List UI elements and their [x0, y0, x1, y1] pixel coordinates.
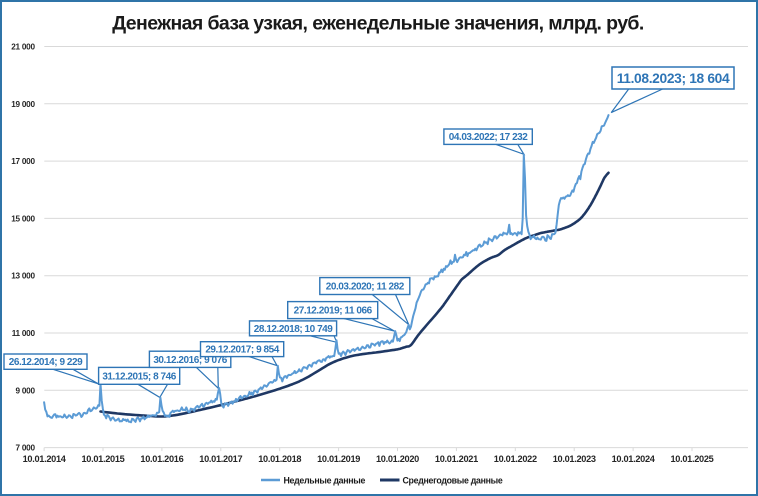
svg-text:10.01.2025: 10.01.2025	[671, 454, 714, 464]
svg-text:17 000: 17 000	[11, 157, 35, 166]
svg-text:29.12.2017; 9 854: 29.12.2017; 9 854	[205, 345, 279, 356]
svg-text:30.12.2016; 9 076: 30.12.2016; 9 076	[153, 355, 227, 366]
svg-text:10.01.2014: 10.01.2014	[23, 454, 67, 464]
svg-text:28.12.2018; 10 749: 28.12.2018; 10 749	[254, 324, 334, 335]
svg-text:10.01.2022: 10.01.2022	[494, 454, 537, 464]
svg-text:20.03.2020; 11 282: 20.03.2020; 11 282	[326, 282, 405, 293]
svg-text:10.01.2018: 10.01.2018	[258, 454, 301, 464]
svg-text:7 000: 7 000	[16, 444, 36, 453]
svg-text:10.01.2016: 10.01.2016	[140, 454, 183, 464]
svg-text:10.01.2020: 10.01.2020	[376, 454, 419, 464]
svg-text:9 000: 9 000	[16, 386, 36, 395]
svg-text:10.01.2024: 10.01.2024	[612, 454, 656, 464]
svg-text:21 000: 21 000	[11, 43, 35, 52]
svg-text:04.03.2022; 17 232: 04.03.2022; 17 232	[449, 132, 529, 143]
svg-text:10.01.2021: 10.01.2021	[435, 454, 478, 464]
svg-text:26.12.2014; 9 229: 26.12.2014; 9 229	[9, 357, 83, 368]
svg-text:10.01.2017: 10.01.2017	[199, 454, 242, 464]
svg-text:Среднегодовые данные: Среднегодовые данные	[403, 476, 503, 486]
svg-text:13 000: 13 000	[11, 272, 35, 281]
svg-text:10.01.2019: 10.01.2019	[317, 454, 360, 464]
svg-text:11.08.2023; 18 604: 11.08.2023; 18 604	[617, 71, 730, 86]
svg-text:31.12.2015; 8 746: 31.12.2015; 8 746	[102, 371, 176, 382]
svg-text:Денежная база узкая, еженедель: Денежная база узкая, еженедельные значен…	[112, 13, 644, 35]
svg-text:27.12.2019; 11 066: 27.12.2019; 11 066	[294, 306, 373, 317]
svg-text:10.01.2015: 10.01.2015	[82, 454, 125, 464]
svg-text:Недельные данные: Недельные данные	[284, 476, 366, 486]
svg-text:15 000: 15 000	[11, 214, 35, 223]
svg-text:10.01.2023: 10.01.2023	[553, 454, 596, 464]
svg-text:19 000: 19 000	[11, 100, 35, 109]
svg-text:11 000: 11 000	[12, 329, 36, 338]
